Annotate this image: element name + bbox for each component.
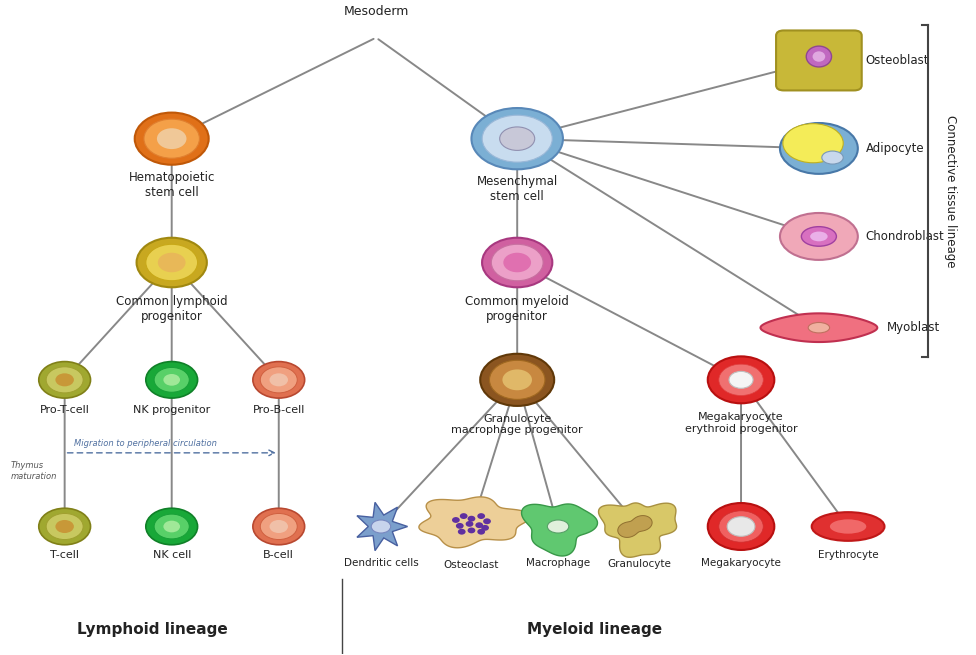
Ellipse shape — [477, 513, 485, 519]
Ellipse shape — [801, 227, 836, 246]
Text: Pro-T-cell: Pro-T-cell — [40, 405, 90, 415]
Ellipse shape — [452, 517, 460, 523]
Ellipse shape — [812, 512, 884, 541]
Text: Thymus
maturation: Thymus maturation — [11, 461, 58, 481]
Text: Common myeloid
progenitor: Common myeloid progenitor — [466, 295, 569, 323]
Ellipse shape — [468, 515, 475, 521]
Text: Megakaryocyte: Megakaryocyte — [701, 558, 781, 568]
Ellipse shape — [808, 322, 830, 333]
Text: Adipocyte: Adipocyte — [866, 142, 924, 155]
Ellipse shape — [806, 46, 832, 67]
Ellipse shape — [503, 369, 532, 390]
Text: Chondroblast: Chondroblast — [866, 230, 945, 243]
Ellipse shape — [504, 253, 531, 272]
Ellipse shape — [475, 522, 483, 528]
Text: NK cell: NK cell — [152, 550, 191, 560]
Ellipse shape — [371, 520, 390, 533]
Text: Mesoderm: Mesoderm — [344, 5, 409, 18]
Ellipse shape — [729, 371, 753, 388]
FancyBboxPatch shape — [776, 31, 862, 90]
Ellipse shape — [489, 360, 545, 400]
Text: Common lymphoid
progenitor: Common lymphoid progenitor — [116, 295, 227, 323]
Ellipse shape — [780, 213, 858, 260]
Text: Connective tissue lineage: Connective tissue lineage — [944, 115, 956, 267]
Ellipse shape — [39, 362, 91, 398]
Ellipse shape — [56, 520, 74, 533]
Ellipse shape — [154, 514, 189, 539]
Text: NK progenitor: NK progenitor — [133, 405, 210, 415]
Ellipse shape — [780, 123, 858, 174]
Ellipse shape — [269, 373, 288, 386]
Ellipse shape — [458, 529, 466, 534]
Ellipse shape — [46, 367, 83, 393]
Ellipse shape — [783, 124, 843, 163]
Ellipse shape — [269, 520, 288, 533]
Ellipse shape — [477, 529, 485, 534]
Ellipse shape — [708, 356, 774, 403]
Ellipse shape — [813, 51, 826, 62]
Ellipse shape — [480, 354, 554, 406]
Text: Myeloid lineage: Myeloid lineage — [527, 622, 663, 637]
Ellipse shape — [482, 238, 552, 288]
Ellipse shape — [135, 113, 209, 165]
Ellipse shape — [483, 518, 491, 524]
Ellipse shape — [46, 514, 83, 540]
Ellipse shape — [466, 521, 473, 527]
Ellipse shape — [482, 115, 552, 162]
Ellipse shape — [163, 521, 180, 533]
Ellipse shape — [708, 503, 774, 550]
Ellipse shape — [39, 508, 91, 545]
Ellipse shape — [500, 127, 535, 151]
Ellipse shape — [157, 128, 186, 149]
Polygon shape — [760, 313, 877, 342]
Ellipse shape — [822, 151, 843, 164]
Polygon shape — [521, 504, 597, 556]
Ellipse shape — [145, 508, 197, 545]
Text: Dendritic cells: Dendritic cells — [344, 558, 419, 568]
Text: Hematopoietic
stem cell: Hematopoietic stem cell — [129, 171, 215, 199]
Text: Macrophage: Macrophage — [526, 558, 590, 568]
Ellipse shape — [144, 119, 199, 159]
Text: Mesenchymal
stem cell: Mesenchymal stem cell — [476, 174, 558, 202]
Ellipse shape — [468, 527, 475, 533]
Ellipse shape — [137, 238, 207, 288]
Text: Granulocyte: Granulocyte — [607, 559, 671, 569]
Ellipse shape — [727, 517, 754, 536]
Text: B-cell: B-cell — [264, 550, 294, 560]
Ellipse shape — [145, 362, 197, 398]
Ellipse shape — [261, 514, 298, 540]
Text: Migration to peripheral circulation: Migration to peripheral circulation — [74, 440, 218, 448]
Polygon shape — [618, 515, 652, 537]
Text: Osteoblast: Osteoblast — [866, 54, 929, 67]
Ellipse shape — [491, 244, 543, 281]
Ellipse shape — [481, 525, 489, 531]
Ellipse shape — [163, 374, 180, 386]
Text: Myoblast: Myoblast — [887, 321, 940, 334]
Polygon shape — [598, 503, 676, 557]
Text: Osteoclast: Osteoclast — [444, 561, 499, 571]
Polygon shape — [357, 502, 408, 551]
Ellipse shape — [456, 523, 464, 529]
Ellipse shape — [810, 232, 828, 241]
Polygon shape — [419, 497, 531, 548]
Text: Pro-B-cell: Pro-B-cell — [253, 405, 305, 415]
Ellipse shape — [253, 362, 305, 398]
Ellipse shape — [548, 520, 569, 533]
Ellipse shape — [253, 508, 305, 545]
Ellipse shape — [460, 513, 468, 519]
Text: Megakaryocyte
erythroid progenitor: Megakaryocyte erythroid progenitor — [685, 413, 797, 434]
Text: Granulocyte
macrophage progenitor: Granulocyte macrophage progenitor — [451, 414, 583, 436]
Ellipse shape — [261, 367, 298, 393]
Ellipse shape — [719, 511, 763, 542]
Text: Lymphoid lineage: Lymphoid lineage — [77, 622, 227, 637]
Ellipse shape — [830, 519, 867, 534]
Ellipse shape — [158, 253, 185, 272]
Ellipse shape — [56, 373, 74, 386]
Ellipse shape — [154, 367, 189, 392]
Ellipse shape — [471, 108, 563, 169]
Text: T-cell: T-cell — [50, 550, 79, 560]
Text: Erythrocyte: Erythrocyte — [818, 550, 878, 560]
Ellipse shape — [719, 364, 763, 396]
Ellipse shape — [145, 244, 197, 281]
